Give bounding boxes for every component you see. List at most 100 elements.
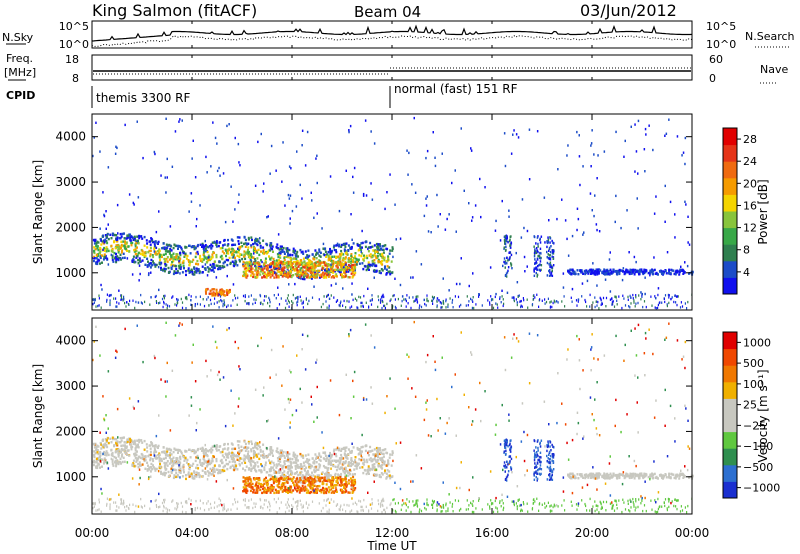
velocity-echo-cell bbox=[215, 468, 218, 471]
power-y-axis-label: Slant Range [km] bbox=[31, 160, 45, 264]
velocity-echo-cell bbox=[254, 463, 257, 467]
velocity-echo-cell bbox=[333, 448, 336, 451]
power-echo-cell bbox=[296, 250, 299, 254]
velocity-echo-cell bbox=[253, 462, 256, 465]
power-echo-cell bbox=[606, 271, 609, 275]
velocity-echo-cell bbox=[195, 471, 198, 474]
velocity-echo-cell bbox=[173, 474, 176, 477]
power-echo-cell bbox=[664, 300, 666, 304]
power-echo-cell bbox=[220, 290, 223, 293]
velocity-echo-cell bbox=[283, 481, 286, 485]
velocity-echo-cell bbox=[287, 456, 289, 459]
velocity-echo-cell bbox=[341, 447, 343, 451]
power-echo-cell bbox=[301, 144, 303, 147]
power-echo-cell bbox=[285, 273, 288, 276]
power-echo-cell bbox=[271, 247, 274, 251]
power-echo-cell bbox=[201, 271, 204, 274]
power-echo-cell bbox=[319, 251, 322, 254]
velocity-echo-cell bbox=[300, 465, 302, 469]
power-echo-cell bbox=[277, 255, 280, 259]
power-echo-cell bbox=[215, 255, 218, 259]
power-echo-cell bbox=[350, 213, 352, 216]
power-echo-cell bbox=[220, 254, 223, 258]
power-echo-cell bbox=[216, 301, 218, 304]
velocity-echo-cell bbox=[331, 459, 334, 462]
velocity-echo-cell bbox=[246, 489, 249, 493]
power-echo-cell bbox=[533, 267, 535, 270]
power-echo-cell bbox=[215, 290, 218, 293]
velocity-echo-cell bbox=[207, 450, 210, 453]
power-echo-cell bbox=[183, 255, 186, 258]
velocity-echo-cell bbox=[325, 457, 328, 460]
velocity-echo-cell bbox=[226, 455, 229, 459]
velocity-echo-cell bbox=[221, 450, 224, 454]
velocity-echo-cell bbox=[162, 446, 165, 449]
power-echo-cell bbox=[579, 269, 582, 272]
power-echo-cell bbox=[492, 306, 495, 310]
power-echo-cell bbox=[128, 250, 131, 253]
velocity-echo-cell bbox=[352, 462, 354, 466]
power-echo-cell bbox=[153, 240, 156, 244]
velocity-echo-cell bbox=[376, 454, 379, 457]
power-echo-cell bbox=[386, 191, 388, 194]
power-echo-cell bbox=[233, 263, 236, 266]
power-echo-cell bbox=[132, 201, 135, 205]
cpid-segment-normal: normal (fast) 151 RF bbox=[394, 82, 518, 96]
power-echo-cell bbox=[499, 297, 501, 301]
velocity-echo-cell bbox=[247, 468, 250, 471]
power-echo-cell bbox=[505, 245, 507, 248]
power-echo-cell bbox=[504, 262, 506, 265]
velocity-echo-cell bbox=[237, 444, 240, 447]
power-echo-cell bbox=[318, 274, 321, 277]
power-echo-cell bbox=[265, 295, 267, 298]
power-echo-cell bbox=[348, 260, 351, 263]
power-echo-cell bbox=[178, 260, 180, 263]
power-echo-cell bbox=[175, 267, 178, 271]
power-echo-cell bbox=[309, 266, 312, 269]
power-echo-cell bbox=[343, 275, 345, 279]
power-echo-cell bbox=[314, 249, 317, 252]
velocity-echo-cell bbox=[305, 466, 308, 469]
power-echo-cell bbox=[430, 231, 432, 234]
power-echo-cell bbox=[322, 242, 325, 246]
power-echo-cell bbox=[100, 254, 103, 257]
power-echo-cell bbox=[309, 262, 312, 266]
power-echo-cell bbox=[216, 142, 218, 145]
power-echo-cell bbox=[236, 264, 239, 267]
power-echo-cell bbox=[277, 270, 280, 273]
power-echo-cell bbox=[96, 245, 99, 248]
power-echo-cell bbox=[123, 256, 126, 259]
velocity-echo-cell bbox=[140, 439, 143, 442]
power-echo-cell bbox=[564, 305, 566, 308]
velocity-echo-cell bbox=[113, 455, 116, 459]
velocity-echo-cell bbox=[352, 479, 355, 482]
power-echo-cell bbox=[315, 157, 317, 160]
velocity-echo-cell bbox=[268, 468, 271, 471]
power-echo-cell bbox=[253, 258, 256, 261]
velocity-echo-cell bbox=[325, 459, 328, 462]
velocity-echo-cell bbox=[307, 473, 310, 476]
power-echo-cell bbox=[680, 301, 682, 304]
velocity-echo-cell bbox=[206, 464, 209, 468]
velocity-echo-cell bbox=[97, 445, 100, 448]
power-echo-cell bbox=[263, 262, 266, 265]
power-echo-cell bbox=[227, 252, 230, 255]
power-echo-cell bbox=[101, 261, 103, 264]
power-echo-cell bbox=[141, 249, 144, 253]
power-echo-cell bbox=[261, 268, 264, 271]
power-echo-cell bbox=[216, 292, 219, 295]
power-echo-cell bbox=[302, 252, 305, 255]
power-echo-cell bbox=[347, 276, 350, 279]
velocity-echo-cell bbox=[93, 443, 96, 446]
power-echo-cell bbox=[223, 252, 226, 255]
velocity-echo-cell bbox=[223, 447, 226, 450]
power-echo-cell bbox=[221, 250, 224, 253]
power-echo-cell bbox=[234, 136, 236, 140]
power-echo-cell bbox=[382, 300, 384, 304]
power-echo-cell bbox=[373, 249, 376, 252]
power-echo-cell bbox=[281, 266, 284, 269]
power-echo-cell bbox=[432, 297, 434, 301]
power-echo-cell bbox=[92, 154, 94, 158]
velocity-echo-cell bbox=[164, 467, 167, 470]
power-echo-cell bbox=[154, 250, 157, 254]
